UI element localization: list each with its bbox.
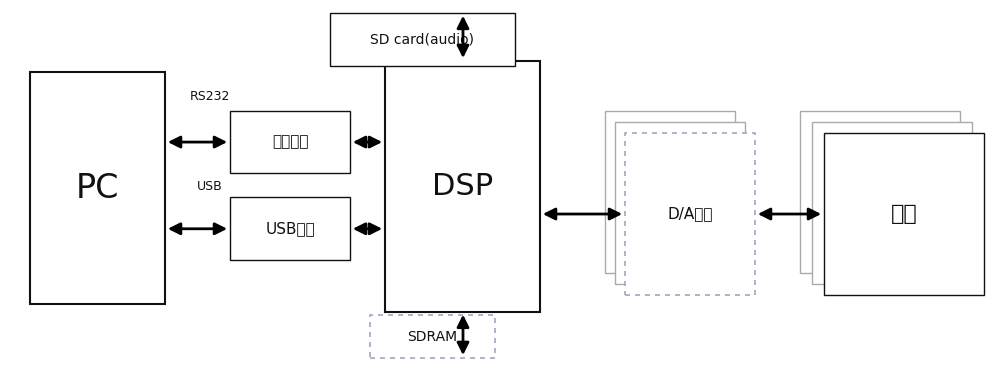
Text: USB通信: USB通信 [265, 221, 315, 236]
Bar [230, 111, 350, 173]
Text: USB: USB [197, 180, 223, 193]
Bar [385, 61, 540, 312]
Bar [800, 111, 960, 273]
Bar [812, 122, 972, 284]
Text: DSP: DSP [432, 172, 493, 201]
Bar [615, 122, 745, 284]
Bar [230, 197, 350, 260]
Bar [30, 72, 165, 304]
Text: 串口通信: 串口通信 [272, 135, 308, 149]
Text: D/A转换: D/A转换 [667, 207, 713, 221]
Bar [824, 133, 984, 295]
Bar [370, 315, 495, 358]
Bar [605, 111, 735, 273]
Text: PC: PC [76, 172, 119, 205]
Text: RS232: RS232 [190, 90, 230, 103]
Text: SD card(audio): SD card(audio) [370, 33, 475, 46]
Bar [625, 133, 755, 295]
Text: SDRAM: SDRAM [407, 330, 458, 344]
Bar [330, 13, 515, 66]
Text: 运放: 运放 [891, 204, 917, 224]
